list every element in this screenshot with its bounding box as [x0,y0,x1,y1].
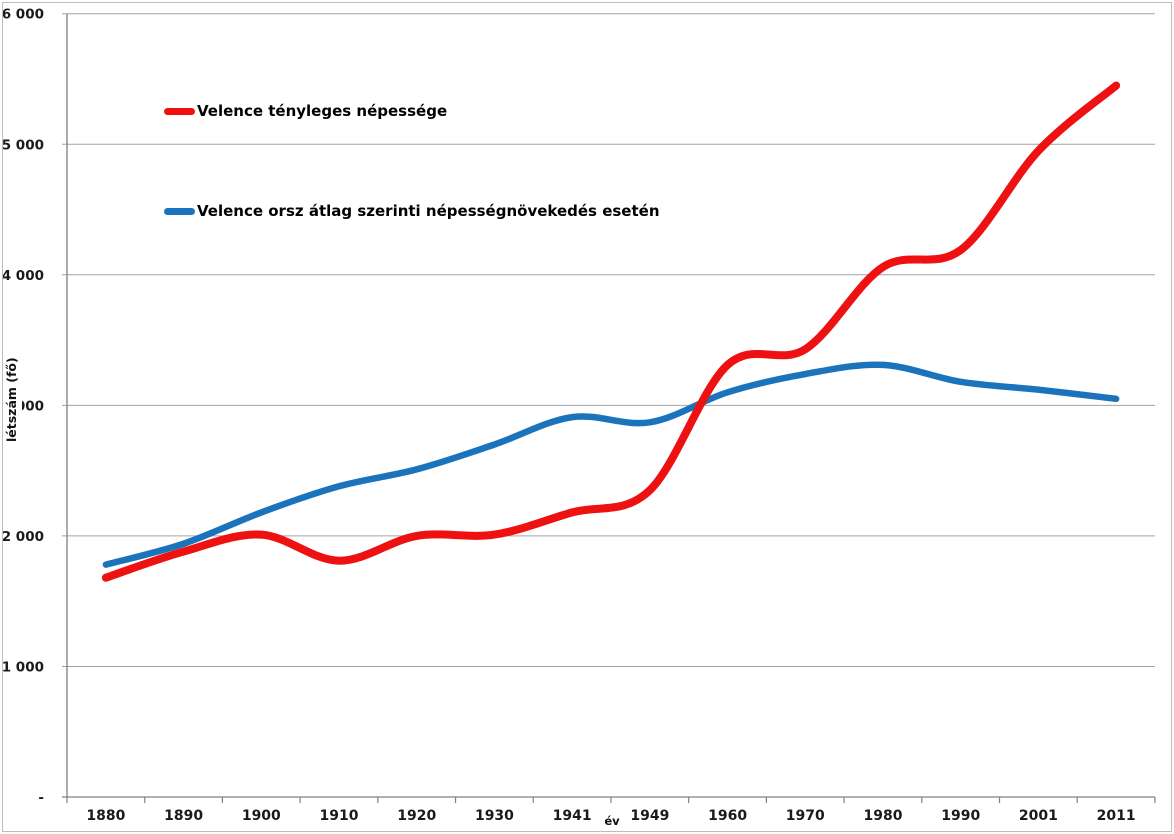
x-tick-label-2011: 2011 [1097,808,1136,824]
y-tick-label-2000: 2 000 [2,529,44,545]
x-tick-label-1880: 1880 [86,808,125,824]
legend-item-actual-population: Velence tényleges népessége [164,103,447,119]
x-tick-label-1949: 1949 [630,808,669,824]
x-tick-label-1900: 1900 [242,808,281,824]
x-tick-label-1990: 1990 [941,808,980,824]
x-tick-label-1910: 1910 [320,808,359,824]
x-tick-label-1960: 1960 [708,808,747,824]
y-tick-label-6000: 6 000 [2,7,44,23]
x-axis-title: év [604,814,620,828]
legend-label-national-average-growth: Velence orsz átlag szerinti népességnöve… [197,202,660,220]
legend-swatch-red-line [164,107,195,115]
x-tick-label-1920: 1920 [397,808,436,824]
legend-label-actual-population: Velence tényleges népessége [197,102,448,120]
legend-item-national-average-growth: Velence orsz átlag szerinti népességnöve… [164,203,660,219]
x-tick-label-1980: 1980 [864,808,903,824]
y-tick-label-0: - [38,790,44,806]
x-tick-label-1890: 1890 [164,808,203,824]
y-axis-title: létszám (fő) [1,352,22,448]
series-line-1 [102,361,1120,568]
y-tick-label-3000: 000 [16,398,44,414]
x-tick-label-1930: 1930 [475,808,514,824]
y-tick-label-5000: 5 000 [2,137,44,153]
legend-swatch-blue-line [164,207,195,215]
series-line-0 [101,81,1121,582]
x-tick-label-2001: 2001 [1019,808,1058,824]
y-tick-label-1000: 1 000 [2,659,44,675]
x-tick-label-1970: 1970 [786,808,825,824]
y-tick-label-4000: 4 000 [2,268,44,284]
x-tick-label-1941: 1941 [553,808,592,824]
